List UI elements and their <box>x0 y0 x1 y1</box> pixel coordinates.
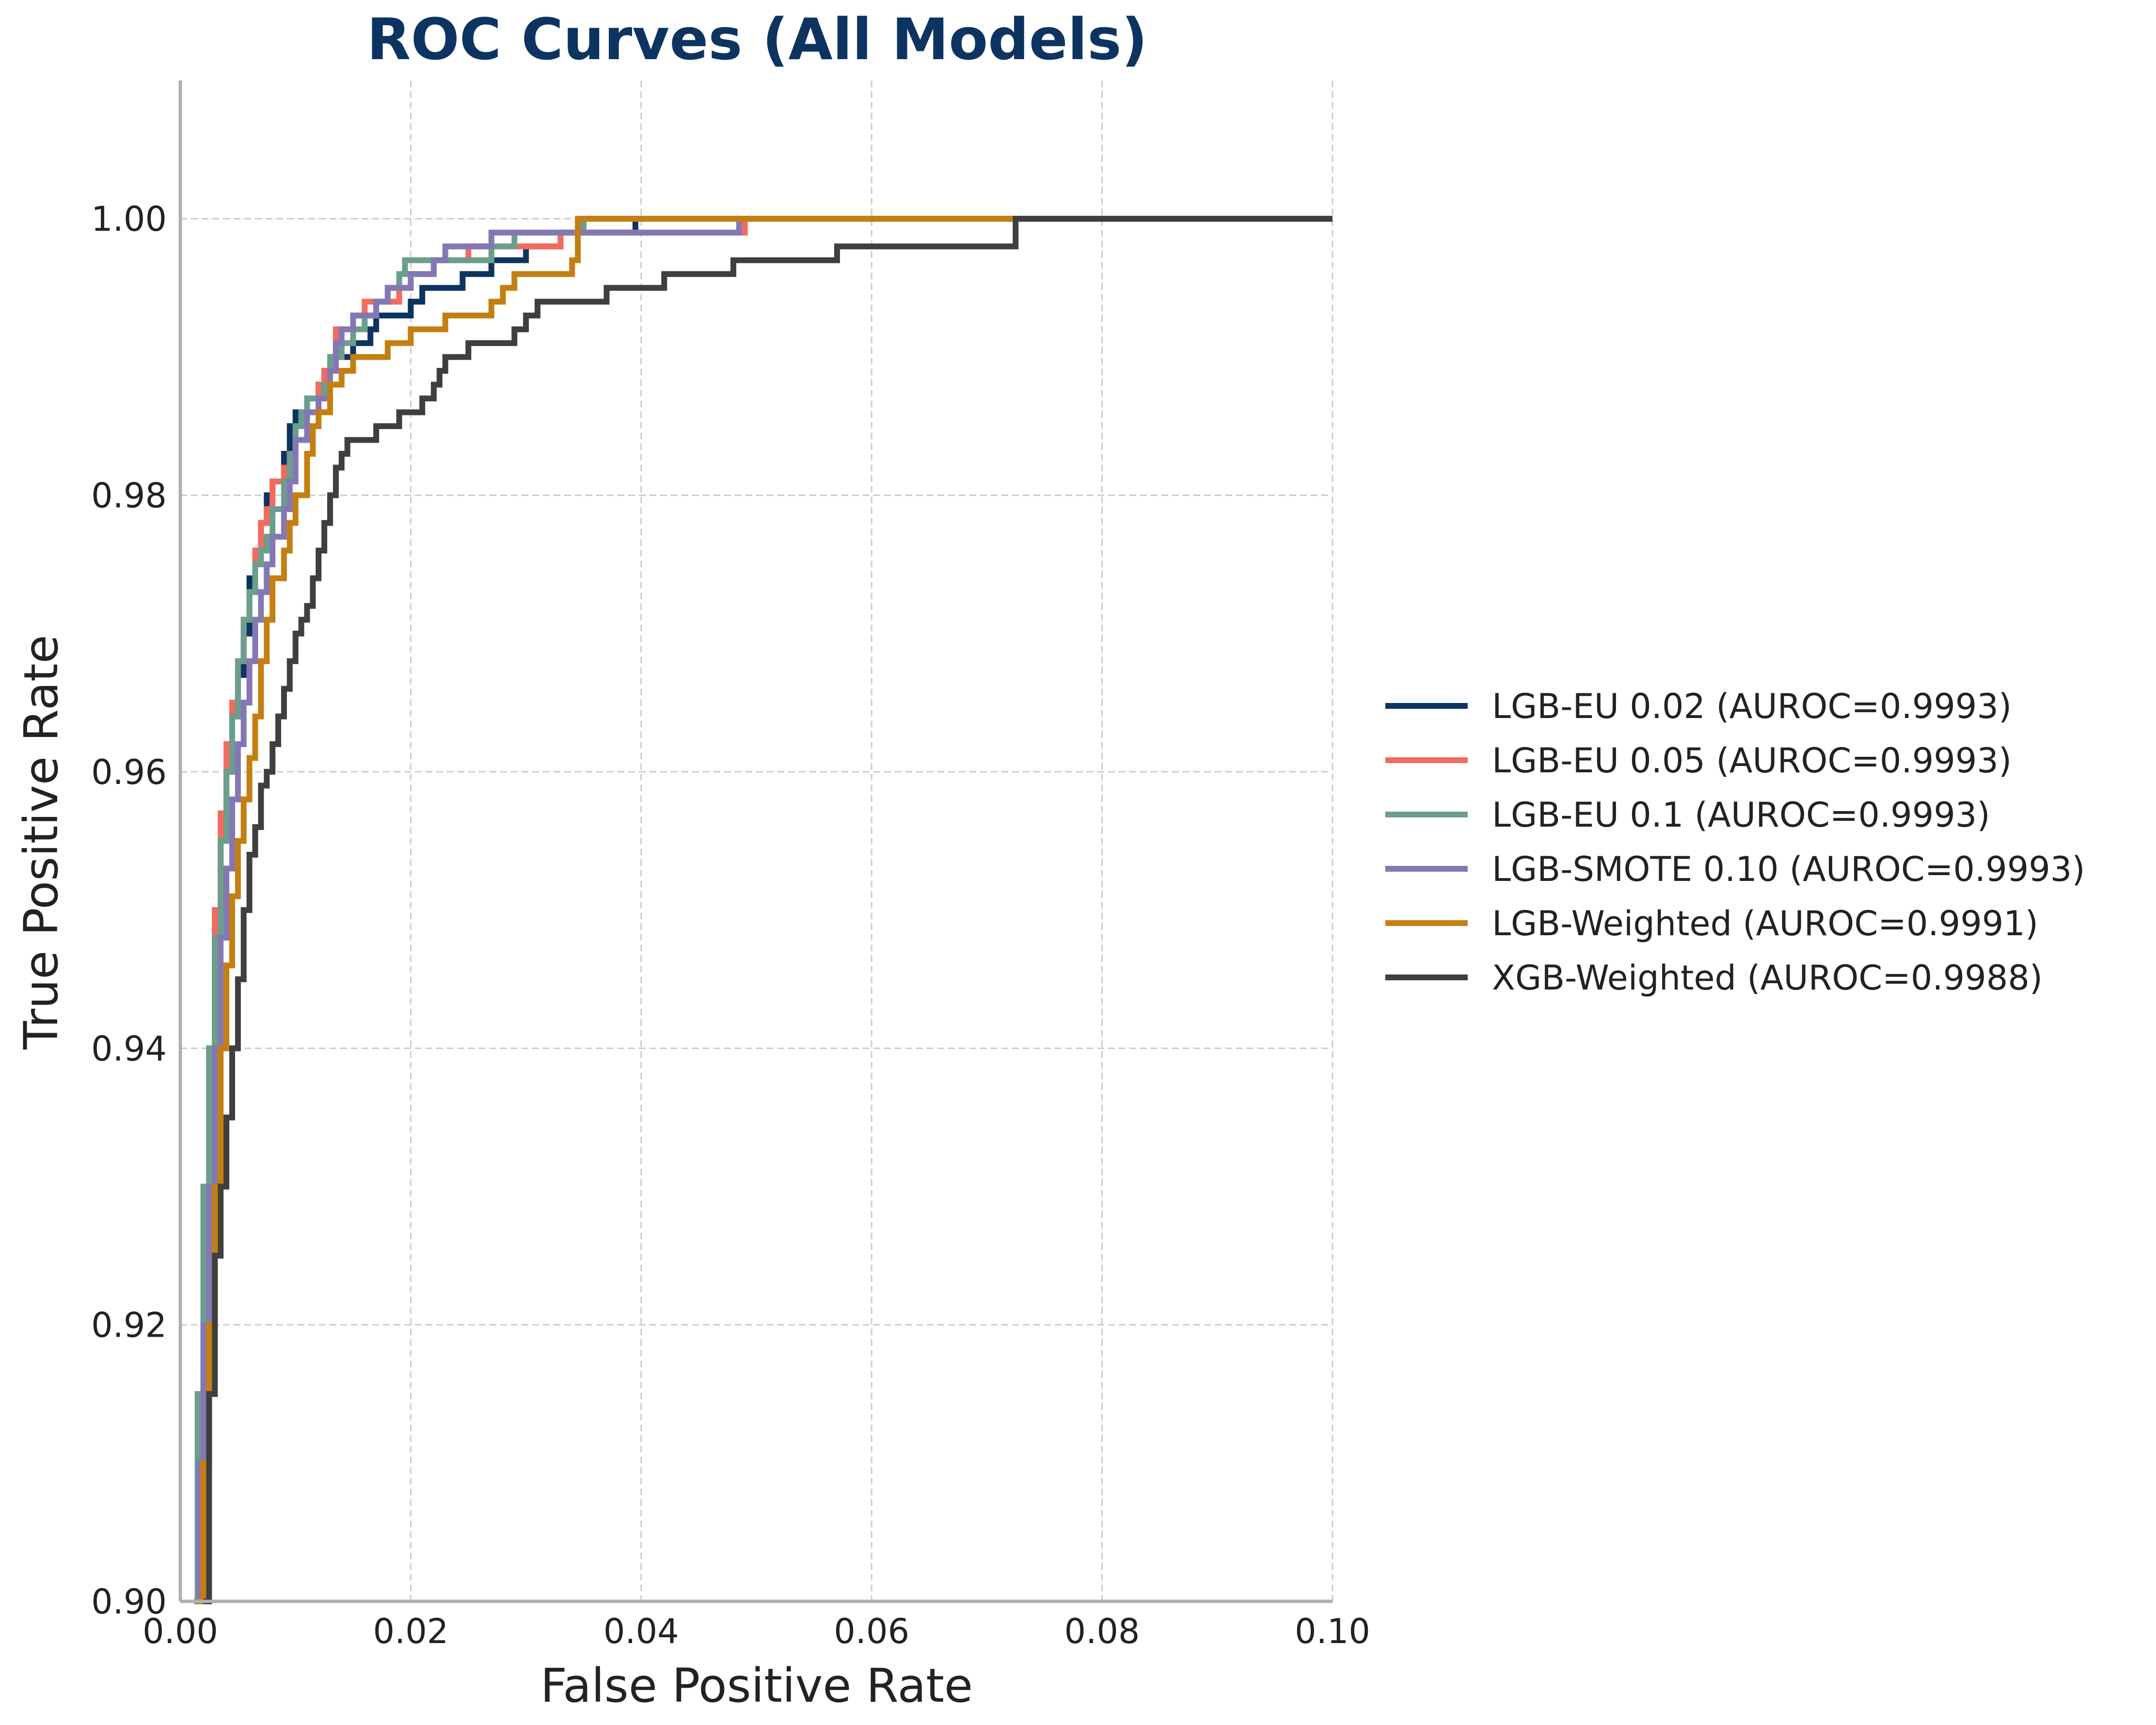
y-tick-label: 0.98 <box>91 476 167 516</box>
y-axis-label: True Positive Rate <box>14 635 68 1050</box>
series-group <box>194 216 1332 1604</box>
y-tick-label: 0.94 <box>91 1029 167 1069</box>
x-tick-label: 0.00 <box>143 1612 218 1651</box>
legend-entry-0: LGB-EU 0.02 (AUROC=0.9993) <box>1492 687 2012 726</box>
legend-entry-5: XGB-Weighted (AUROC=0.9988) <box>1492 958 2043 998</box>
y-tick-label: 0.90 <box>91 1582 167 1622</box>
y-tick-label: 1.00 <box>91 199 167 239</box>
x-tick-label: 0.08 <box>1064 1612 1140 1651</box>
y-tick-label: 0.96 <box>91 752 167 792</box>
x-axis-label: False Positive Rate <box>540 1659 973 1713</box>
series-line-4 <box>197 216 1332 1604</box>
legend: LGB-EU 0.02 (AUROC=0.9993) LGB-EU 0.05 (A… <box>1385 687 2085 998</box>
x-tick-label: 0.06 <box>834 1612 909 1651</box>
series-line-5 <box>203 216 1332 1604</box>
legend-entry-2: LGB-EU 0.1 (AUROC=0.9993) <box>1492 795 1990 835</box>
x-tick-label: 0.04 <box>603 1612 679 1651</box>
x-tick-label: 0.10 <box>1295 1612 1370 1651</box>
legend-entry-4: LGB-Weighted (AUROC=0.9991) <box>1492 904 2038 943</box>
y-tick-label: 0.92 <box>91 1306 167 1345</box>
series-line-3 <box>195 216 1332 1604</box>
legend-entry-3: LGB-SMOTE 0.10 (AUROC=0.9993) <box>1492 849 2085 889</box>
y-ticks: 0.90 0.92 0.94 0.96 0.98 1.00 <box>91 199 167 1622</box>
legend-entry-1: LGB-EU 0.05 (AUROC=0.9993) <box>1492 741 2012 781</box>
x-tick-label: 0.02 <box>373 1612 448 1651</box>
x-ticks: 0.00 0.02 0.04 0.06 0.08 0.10 <box>143 1612 1370 1651</box>
chart-title: ROC Curves (All Models) <box>367 6 1148 73</box>
